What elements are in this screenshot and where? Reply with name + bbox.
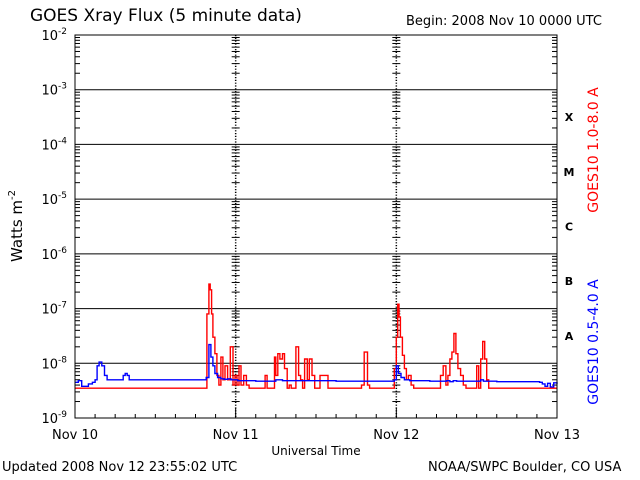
chart-title: GOES Xray Flux (5 minute data) <box>30 6 302 26</box>
grid-lines <box>75 34 557 419</box>
y-axis-label: Watts m-2 <box>7 190 26 262</box>
data-series <box>75 283 558 389</box>
legend-long-channel: GOES10 1.0-8.0 A <box>586 87 602 213</box>
flare-class-b: B <box>565 275 573 288</box>
legend-short-channel: GOES10 0.5-4.0 A <box>586 279 602 405</box>
series-short-channel-line <box>75 343 558 388</box>
y-tick-label: 10-4 <box>41 136 67 153</box>
series-long-channel-line <box>75 283 557 389</box>
x-tick-label: Nov 10 <box>52 428 98 443</box>
y-tick-label: 10-2 <box>41 27 67 44</box>
x-tick-label: Nov 12 <box>373 428 419 443</box>
credit-label: NOAA/SWPC Boulder, CO USA <box>428 460 622 475</box>
flare-class-m: M <box>564 166 575 179</box>
y-tick-label: 10-7 <box>41 301 67 318</box>
x-axis-tick-labels: Nov 10 Nov 11 Nov 12 Nov 13 <box>52 428 580 443</box>
flare-class-a: A <box>565 330 574 343</box>
updated-timestamp: Updated 2008 Nov 12 23:55:02 UTC <box>2 460 238 475</box>
y-axis-tick-labels: 10-2 10-3 10-4 10-5 10-6 10-7 10-8 10-9 <box>41 27 67 427</box>
y-tick-label: 10-6 <box>41 246 67 263</box>
y-tick-label: 10-8 <box>41 355 67 372</box>
y-tick-label: 10-3 <box>41 82 67 99</box>
x-tick-label: Nov 11 <box>213 428 259 443</box>
y-tick-label: 10-9 <box>41 410 67 427</box>
y-tick-label: 10-5 <box>41 191 67 208</box>
x-axis-label: Universal Time <box>271 444 360 458</box>
flare-class-labels: X M C B A <box>564 111 575 343</box>
begin-time-label: Begin: 2008 Nov 10 0000 UTC <box>406 14 602 29</box>
flare-class-x: X <box>565 111 574 124</box>
minor-ticks <box>74 37 558 418</box>
plot-frame <box>74 34 558 419</box>
x-tick-label: Nov 13 <box>534 428 580 443</box>
flare-class-c: C <box>565 221 573 234</box>
